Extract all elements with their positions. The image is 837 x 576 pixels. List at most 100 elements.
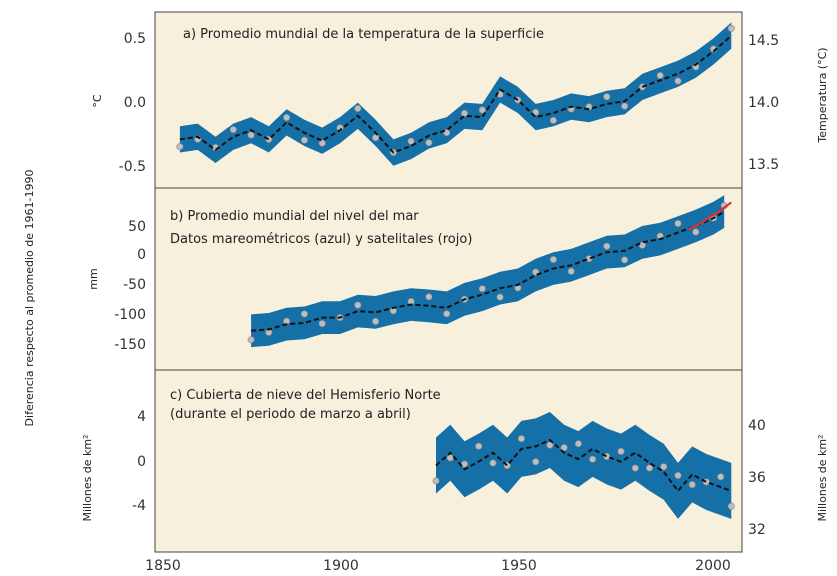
data-point (443, 129, 451, 137)
data-point (656, 72, 664, 80)
data-point (617, 447, 625, 455)
data-point (446, 454, 454, 462)
data-point (460, 460, 468, 468)
panel-b-ytick: -100 (114, 307, 146, 323)
data-point (560, 444, 568, 452)
panel-a-ylabel-right: Temperatura (°C) (816, 47, 829, 143)
data-point (727, 24, 735, 32)
x-tick-label: 1950 (501, 558, 537, 574)
data-point (621, 256, 629, 264)
data-point (300, 136, 308, 144)
data-point (318, 139, 326, 147)
data-point (567, 267, 575, 275)
data-point (727, 502, 735, 510)
series-line (435, 438, 732, 493)
panel-a-ytick: 0.0 (124, 95, 146, 111)
panel-a-yaxis-right: 14.5 14.0 13.5 Temperatura (°C) (748, 33, 829, 173)
series-line (179, 34, 732, 154)
data-point (638, 241, 646, 249)
data-point (283, 114, 291, 122)
data-point (229, 126, 237, 134)
data-point (645, 464, 653, 472)
data-point (517, 435, 525, 443)
data-point (432, 477, 440, 485)
data-point (354, 301, 362, 309)
panel-c-yaxis-right: 40 36 32 Millones de km² (748, 418, 829, 538)
panel-a: a) Promedio mundial de la temperatura de… (91, 11, 829, 189)
data-point (475, 442, 483, 450)
x-axis: 1850 1900 1950 2000 (145, 558, 731, 574)
data-point (589, 455, 597, 463)
data-point (496, 293, 504, 301)
panel-b-lines (251, 201, 732, 332)
data-point (692, 228, 700, 236)
data-point (631, 464, 639, 472)
data-point (300, 310, 308, 318)
panel-b-ytick: 50 (128, 219, 146, 235)
panel-c-ylabel-right: Millones de km² (816, 434, 829, 521)
data-point (603, 242, 611, 250)
series-line (251, 210, 725, 332)
panel-c-lines (435, 438, 732, 493)
panel-b-subtitle: Datos mareométricos (azul) y satelitales… (170, 232, 472, 247)
data-point (354, 105, 362, 113)
x-tick-label: 1900 (323, 558, 359, 574)
data-point (372, 317, 380, 325)
panel-a-yaxis-left: 0.5 0.0 -0.5 °C (91, 31, 146, 175)
panel-c-band (436, 412, 732, 519)
panel-c-ylabel: Millones de km² (81, 434, 94, 521)
panel-c-ytick: -4 (132, 498, 146, 514)
panel-b-yaxis-left: 50 0 -50 -100 -150 mm (87, 219, 146, 353)
panel-b-ytick: -50 (123, 277, 146, 293)
data-point (425, 139, 433, 147)
x-tick-label: 2000 (695, 558, 731, 574)
data-point (489, 459, 497, 467)
data-point (546, 441, 554, 449)
panel-b-ytick: 0 (137, 247, 146, 263)
panel-a-ytick-right: 14.0 (748, 95, 779, 111)
shared-ylabel: Diferencia respecto al promedio de 1961-… (23, 170, 36, 427)
panel-c-ytick-right: 40 (748, 418, 766, 434)
panel-c-ytick-right: 36 (748, 470, 766, 486)
panel-b-band (251, 195, 725, 348)
panel-c-subtitle: (durante el periodo de marzo a abril) (170, 407, 411, 422)
uncertainty-band (251, 195, 725, 348)
data-point (478, 285, 486, 293)
panel-a-title: a) Promedio mundial de la temperatura de… (183, 27, 544, 42)
data-point (176, 143, 184, 151)
panel-c-title: c) Cubierta de nieve del Hemisferio Nort… (170, 388, 441, 403)
panel-b-ytick: -150 (114, 337, 146, 353)
panel-a-band (179, 22, 732, 166)
panel-a-ytick: 0.5 (124, 31, 146, 47)
data-point (660, 463, 668, 471)
panel-c-points (432, 435, 735, 510)
data-point (247, 336, 255, 344)
panel-a-ytick-right: 13.5 (748, 157, 779, 173)
data-point (621, 102, 629, 110)
data-point (549, 116, 557, 124)
panel-b-ylabel: mm (87, 268, 100, 289)
panel-a-background (154, 11, 743, 189)
data-point (603, 93, 611, 101)
data-point (688, 481, 696, 489)
data-point (674, 220, 682, 228)
panel-c-ytick: 4 (137, 409, 146, 425)
data-point (372, 134, 380, 142)
data-point (674, 77, 682, 85)
satellite-series-line (688, 201, 732, 231)
panel-c-ytick: 0 (137, 454, 146, 470)
data-point (407, 137, 415, 145)
panel-a-ytick-right: 14.5 (748, 33, 779, 49)
panel-c: c) Cubierta de nieve del Hemisferio Nort… (81, 369, 829, 574)
data-point (318, 320, 326, 328)
data-point (717, 473, 725, 481)
data-point (674, 471, 682, 479)
data-point (532, 458, 540, 466)
panel-a-lines (179, 34, 732, 154)
uncertainty-band (436, 412, 732, 519)
data-point (574, 440, 582, 448)
panel-c-yaxis-left: 4 0 -4 Millones de km² (81, 409, 146, 522)
panel-c-ytick-right: 32 (748, 522, 766, 538)
data-point (443, 310, 451, 318)
